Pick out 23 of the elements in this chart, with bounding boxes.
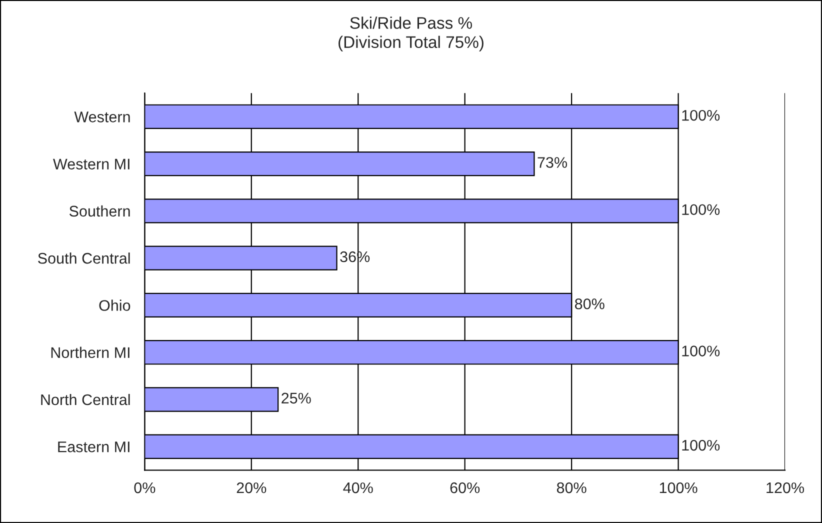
y-tick-label: Western	[74, 112, 130, 122]
data-label: 100%	[682, 440, 720, 451]
data-label: 100%	[682, 110, 720, 121]
y-tick-label: Ohio	[99, 300, 130, 311]
y-tick-label: Eastern MI	[58, 442, 130, 452]
y-tick-label: Western MI	[53, 158, 130, 170]
y-tick-label: South Central	[38, 252, 130, 264]
chart-title: Ski/Ride Pass % (Division Total 75%)	[338, 16, 484, 52]
x-tick-label: 0%	[134, 482, 156, 494]
x-tick-label: 80%	[556, 482, 586, 494]
data-label: 25%	[282, 392, 311, 404]
x-tick-label: 20%	[236, 482, 266, 494]
data-label: 80%	[575, 298, 604, 310]
data-label: 100%	[682, 204, 720, 216]
y-tick-label: Northern MI	[51, 346, 130, 358]
x-tick-label: 40%	[343, 482, 373, 494]
x-tick-label: 100%	[660, 482, 698, 494]
y-tick-label: Southern	[69, 205, 130, 217]
data-label: 73%	[538, 157, 568, 168]
x-tick-label: 120%	[766, 482, 804, 494]
x-tick-label: 60%	[450, 482, 480, 494]
y-tick-label: North Central	[41, 394, 130, 406]
data-label: 100%	[682, 346, 720, 356]
